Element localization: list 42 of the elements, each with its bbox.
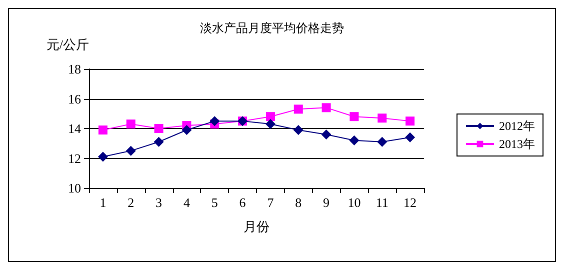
- point: [126, 146, 136, 156]
- legend-label: 2013年: [499, 137, 535, 151]
- point: [405, 132, 416, 142]
- point: [126, 120, 136, 129]
- point: [293, 124, 304, 135]
- point: [266, 112, 275, 122]
- point: [350, 112, 359, 122]
- y-tick-label: 16: [68, 91, 82, 106]
- x-tick-label: 7: [267, 195, 274, 210]
- x-tick-label: 1: [100, 195, 106, 210]
- y-tick-label: 14: [68, 121, 82, 136]
- x-tick-label: 4: [183, 195, 190, 210]
- x-tick-label: 5: [211, 195, 218, 210]
- x-axis-title: 月份: [244, 219, 270, 234]
- point: [322, 103, 331, 112]
- x-tick-label: 3: [156, 195, 162, 210]
- point: [406, 116, 415, 126]
- x-tick-label: 12: [404, 195, 417, 210]
- legend-label: 2012年: [499, 119, 535, 133]
- x-tick-label: 6: [239, 195, 246, 210]
- point: [210, 116, 220, 126]
- point: [182, 124, 192, 135]
- x-tick-label: 8: [295, 195, 302, 210]
- point: [98, 152, 108, 162]
- x-tick-label: 9: [323, 195, 330, 210]
- point: [321, 129, 332, 140]
- x-tick-label: 11: [376, 195, 388, 210]
- point: [294, 104, 303, 114]
- point: [378, 114, 387, 123]
- point: [377, 136, 388, 147]
- y-axis-title: 元/公斤: [46, 37, 89, 52]
- y-tick-label: 10: [68, 180, 81, 196]
- x-tick-label: 2: [128, 195, 134, 210]
- x-tick-label: 10: [348, 195, 361, 210]
- y-tick-label: 18: [68, 62, 81, 76]
- point: [98, 125, 108, 134]
- chart-title: 淡水产品月度平均价格走势: [200, 21, 344, 35]
- point: [265, 119, 276, 130]
- point: [154, 124, 164, 133]
- y-tick-label: 12: [68, 150, 81, 166]
- point: [349, 135, 360, 146]
- point: [154, 136, 164, 147]
